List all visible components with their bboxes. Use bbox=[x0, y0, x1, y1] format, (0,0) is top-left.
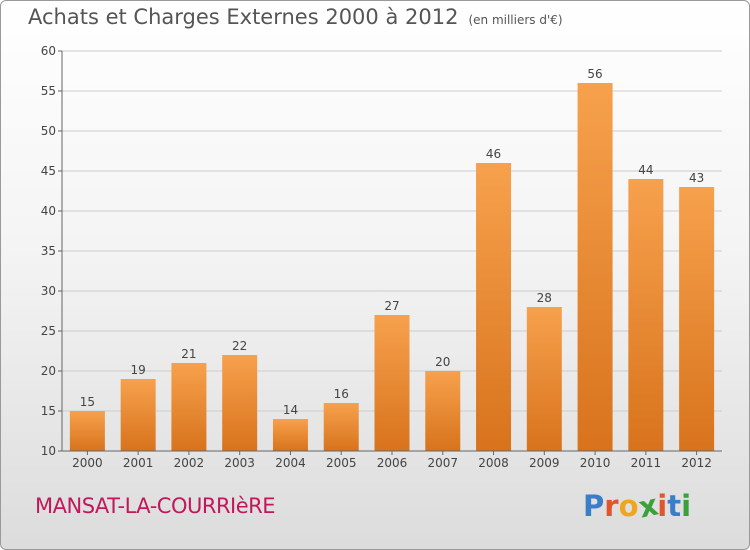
y-tick-label: 15 bbox=[41, 404, 56, 418]
x-tick-label: 2002 bbox=[174, 456, 205, 470]
x-tick-label: 2010 bbox=[580, 456, 611, 470]
x-tick-label: 2008 bbox=[478, 456, 509, 470]
x-tick-label: 2012 bbox=[681, 456, 712, 470]
y-tick-label: 45 bbox=[41, 164, 56, 178]
logo-letter: i bbox=[657, 489, 668, 523]
y-tick-label: 40 bbox=[41, 204, 56, 218]
logo-letter: P bbox=[583, 489, 605, 523]
bars: 15 19 21 22 14 16 27 20 46 28 56 44 43 bbox=[69, 67, 715, 451]
y-tick-label: 35 bbox=[41, 244, 56, 258]
y-tick-label: 55 bbox=[41, 84, 56, 98]
data-label: 21 bbox=[181, 347, 196, 361]
bar bbox=[69, 411, 105, 451]
logo-letter: o bbox=[618, 489, 639, 523]
data-label: 22 bbox=[232, 339, 247, 353]
logo-letter: t bbox=[667, 489, 682, 523]
chart-subtitle: (en milliers d'€) bbox=[468, 13, 563, 27]
x-tick-label: 2004 bbox=[275, 456, 306, 470]
x-tick-label: 2005 bbox=[326, 456, 357, 470]
data-label: 28 bbox=[537, 291, 552, 305]
bar bbox=[425, 371, 461, 451]
bar bbox=[679, 187, 715, 451]
logo-letter: r bbox=[604, 489, 619, 523]
bar bbox=[222, 355, 258, 451]
y-tick-label: 30 bbox=[41, 284, 56, 298]
x-tick-label: 2009 bbox=[529, 456, 560, 470]
bar bbox=[120, 379, 156, 451]
x-tick-label: 2001 bbox=[123, 456, 154, 470]
data-label: 46 bbox=[486, 147, 501, 161]
data-label: 43 bbox=[689, 171, 704, 185]
bar bbox=[374, 315, 410, 451]
proxiti-logo[interactable]: Proxiti bbox=[583, 487, 692, 524]
x-tick-label: 2006 bbox=[377, 456, 408, 470]
bar bbox=[577, 83, 613, 451]
data-label: 15 bbox=[80, 395, 95, 409]
y-tick-label: 50 bbox=[41, 124, 56, 138]
x-tick-label: 2007 bbox=[427, 456, 458, 470]
data-label: 14 bbox=[283, 403, 298, 417]
y-tick-label: 25 bbox=[41, 324, 56, 338]
bar bbox=[526, 307, 562, 451]
x-tick-label: 2011 bbox=[631, 456, 662, 470]
logo-letter: i bbox=[681, 489, 692, 523]
bar bbox=[272, 419, 308, 451]
data-label: 44 bbox=[638, 163, 653, 177]
data-label: 56 bbox=[587, 67, 602, 81]
data-label: 27 bbox=[384, 299, 399, 313]
x-tick-label: 2000 bbox=[72, 456, 103, 470]
y-tick-label: 10 bbox=[41, 444, 56, 458]
data-label: 16 bbox=[334, 387, 349, 401]
bar bbox=[628, 179, 664, 451]
chart-title-text: Achats et Charges Externes 2000 à 2012 bbox=[28, 5, 459, 29]
data-label: 20 bbox=[435, 355, 450, 369]
y-tick-label: 60 bbox=[41, 44, 56, 58]
y-tick-label: 20 bbox=[41, 364, 56, 378]
bar bbox=[323, 403, 359, 451]
data-label: 19 bbox=[131, 363, 146, 377]
x-tick-label: 2003 bbox=[224, 456, 255, 470]
chart-title: Achats et Charges Externes 2000 à 2012 (e… bbox=[28, 5, 563, 29]
axes: 10 15 20 25 30 35 40 45 50 55 60 2000 2001 2002 2003 20… bbox=[41, 44, 722, 470]
bar bbox=[171, 363, 207, 451]
bar bbox=[476, 163, 512, 451]
commune-name: MANSAT-LA-COURRIèRE bbox=[35, 494, 276, 518]
